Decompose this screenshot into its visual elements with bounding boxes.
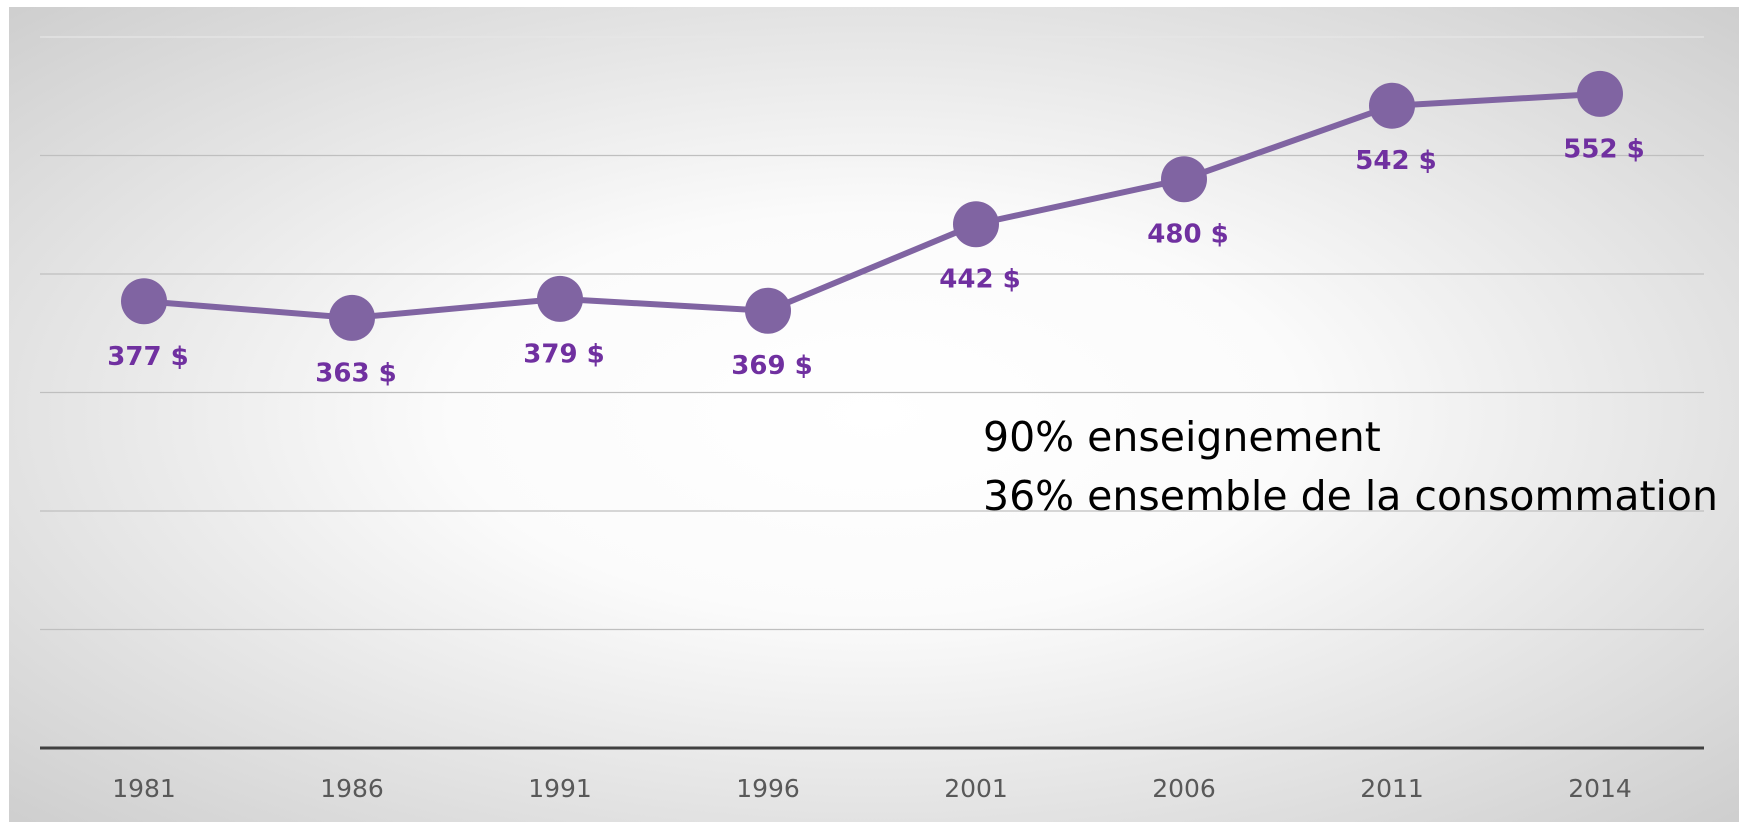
annotation: 36% ensemble de la consommation [983,472,1718,520]
marker [537,275,583,322]
marker [121,278,167,325]
x-tick-label: 1991 [528,774,592,803]
plot-background [9,7,1739,822]
data-label: 552 $ [1563,134,1644,164]
marker [1161,156,1207,203]
marker [745,287,791,334]
marker [1369,82,1415,129]
marker [1577,70,1623,117]
data-label: 363 $ [315,358,396,388]
data-label: 369 $ [731,351,812,381]
marker [953,201,999,248]
line [143,90,1601,321]
x-tick-label: 2001 [944,774,1008,803]
x-tick-label: 2011 [1360,774,1424,803]
x-tick-label: 1986 [320,774,384,803]
data-label: 480 $ [1147,220,1228,250]
data-label: 542 $ [1355,146,1436,176]
data-label: 377 $ [107,342,188,372]
marker [329,294,375,341]
data-label: 379 $ [523,339,604,369]
x-tick-label: 2014 [1568,774,1632,803]
data-label: 442 $ [939,265,1020,295]
x-tick-label: 1981 [112,774,176,803]
annotation: 90% enseignement [983,413,1381,461]
x-tick-label: 2006 [1152,774,1216,803]
x-tick-label: 1996 [736,774,800,803]
